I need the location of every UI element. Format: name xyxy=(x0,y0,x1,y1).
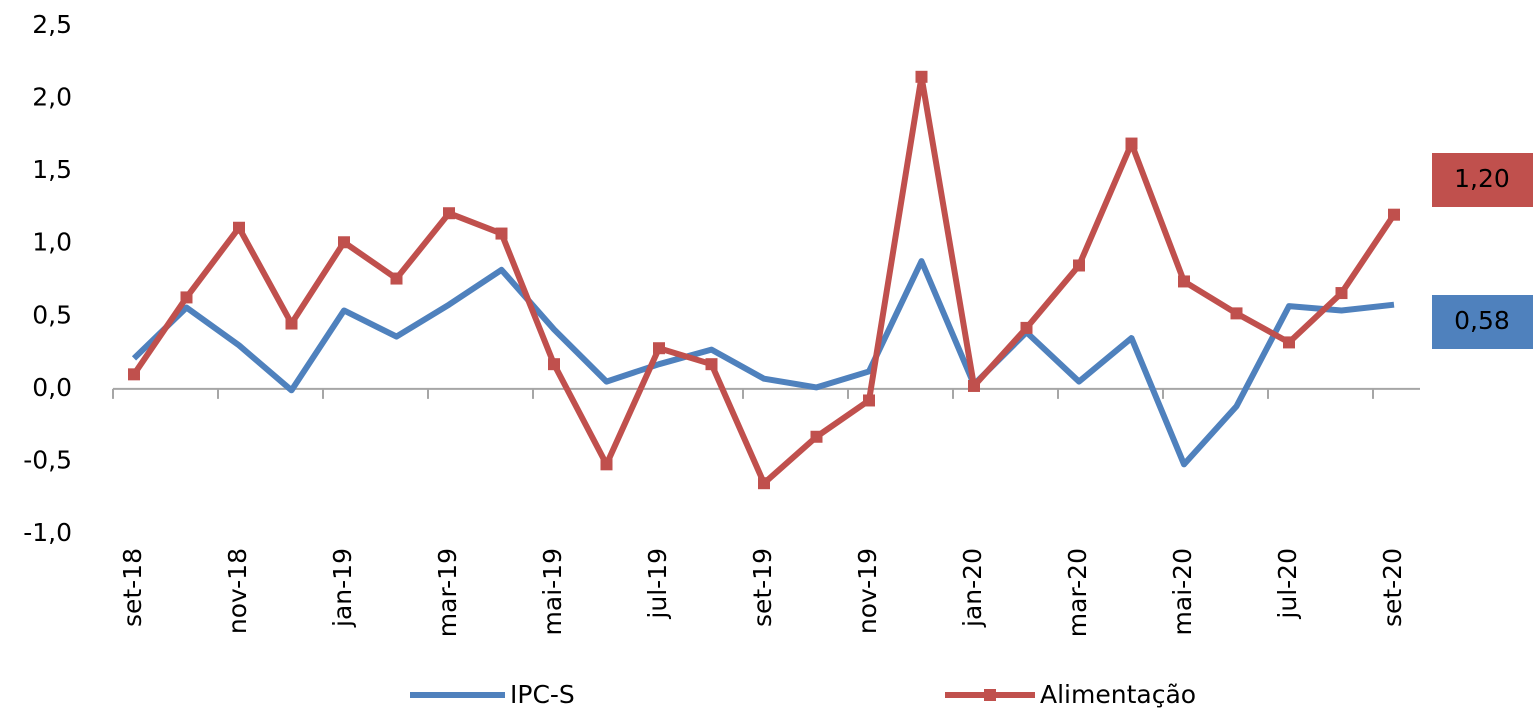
end-value-label: 1,20 xyxy=(1454,164,1510,193)
marker xyxy=(180,291,193,304)
x-tick-label: mai-20 xyxy=(1168,548,1197,635)
x-tick-label: set-18 xyxy=(118,548,147,627)
marker xyxy=(443,207,455,220)
marker xyxy=(128,368,140,381)
x-tick-label: mai-19 xyxy=(538,548,567,635)
y-tick-label: 2,0 xyxy=(32,83,72,112)
y-tick-label: 1,0 xyxy=(32,228,72,257)
marker xyxy=(285,317,298,330)
y-tick-label: 0,5 xyxy=(32,300,72,329)
y-tick-label: 1,5 xyxy=(32,155,72,184)
marker xyxy=(1388,208,1400,221)
x-tick-label: jan-20 xyxy=(958,548,987,628)
series-line xyxy=(131,73,1397,487)
x-tick-label: nov-19 xyxy=(853,548,882,634)
marker xyxy=(600,458,613,471)
legend-marker xyxy=(984,689,996,701)
end-label-box xyxy=(1432,295,1533,349)
x-tick-label: set-19 xyxy=(748,548,777,627)
marker xyxy=(1073,259,1085,272)
x-tick-label: jul-20 xyxy=(1273,548,1302,620)
marker xyxy=(495,227,508,240)
legend-label: Alimentação xyxy=(1040,680,1196,709)
series-line xyxy=(131,258,1395,468)
marker xyxy=(758,477,770,490)
marker xyxy=(1335,287,1348,300)
marker xyxy=(1230,307,1243,320)
marker xyxy=(968,379,980,392)
marker xyxy=(1178,275,1190,288)
y-tick-label: -0,5 xyxy=(23,445,72,474)
marker xyxy=(390,272,403,285)
y-tick-label: -1,0 xyxy=(23,518,72,547)
x-tick-label: mar-20 xyxy=(1063,548,1092,637)
end-label-box xyxy=(1432,153,1533,207)
marker xyxy=(915,70,928,83)
marker xyxy=(705,358,718,371)
marker xyxy=(338,236,350,249)
end-value-label: 0,58 xyxy=(1454,306,1510,335)
x-tick-label: nov-18 xyxy=(223,548,252,634)
legend-label: IPC-S xyxy=(510,680,575,709)
y-tick-label: 2,5 xyxy=(32,10,72,39)
marker xyxy=(1020,321,1033,334)
marker xyxy=(233,221,245,234)
marker xyxy=(863,394,875,407)
marker xyxy=(1125,137,1138,150)
marker xyxy=(653,342,665,355)
x-tick-label: set-20 xyxy=(1378,548,1407,627)
marker xyxy=(1283,336,1295,349)
y-tick-label: 0,0 xyxy=(32,373,72,402)
x-tick-label: jan-19 xyxy=(328,548,357,628)
marker xyxy=(548,358,560,371)
x-tick-label: jul-19 xyxy=(643,548,672,620)
x-tick-label: mar-19 xyxy=(433,548,462,637)
marker xyxy=(810,430,823,443)
